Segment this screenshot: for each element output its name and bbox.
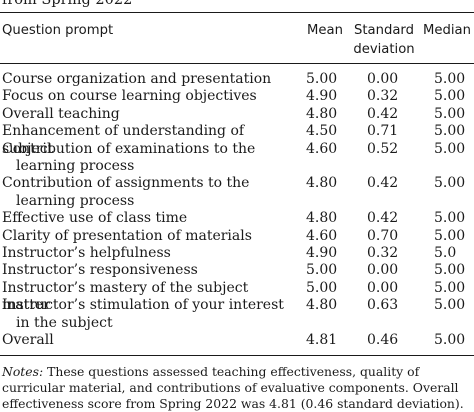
question-prompt-cell: Instructor’s mastery of the subject matt…: [2, 280, 298, 315]
question-prompt-cell: Clarity of presentation of materials: [2, 228, 298, 245]
question-prompt-text: Contribution of examinations to the: [2, 140, 256, 157]
question-prompt-text: Overall teaching: [2, 105, 120, 122]
median-cell: 5.00: [434, 297, 466, 314]
header-median: Median: [423, 23, 471, 38]
mean-cell: 4.60: [306, 227, 338, 244]
question-prompt-text: Overall: [2, 331, 54, 348]
standard-deviation-cell: 0.52: [367, 140, 399, 157]
median-cell: 5.00: [434, 175, 466, 192]
header-rule: [0, 63, 474, 64]
question-prompt-cell: Enhancement of understanding of subject: [2, 123, 298, 158]
median-cell: 5.0: [434, 244, 457, 261]
mean-cell: 4.60: [306, 140, 338, 157]
question-prompt-cell: Effective use of class time: [2, 210, 298, 227]
mean-cell: 4.50: [306, 123, 338, 140]
mean-cell: 4.80: [306, 297, 338, 314]
mean-cell: 4.81: [306, 331, 338, 348]
median-cell: 5.00: [434, 210, 466, 227]
header-question-prompt: Question prompt: [2, 23, 114, 38]
question-prompt-cell: Overall: [2, 332, 298, 349]
table-row: Effective use of class time 4.80 0.42 5.00: [0, 210, 474, 227]
standard-deviation-cell: 0.71: [367, 123, 399, 140]
question-prompt-continuation: in the subject: [16, 314, 113, 331]
table-row: Overall teaching 4.80 0.42 5.00: [0, 106, 474, 123]
question-prompt-cell: Contribution of examinations to the learn…: [2, 141, 298, 176]
bottom-rule: [0, 355, 474, 357]
notes-text: These questions assessed teaching effect…: [2, 364, 464, 411]
mean-cell: 5.00: [306, 262, 338, 279]
standard-deviation-cell: 0.42: [367, 105, 399, 122]
mean-cell: 4.90: [306, 88, 338, 105]
notes-label: Notes:: [2, 364, 44, 379]
question-prompt-cell: Instructor’s helpfulness: [2, 245, 298, 262]
standard-deviation-cell: 0.42: [367, 210, 399, 227]
median-cell: 5.00: [434, 279, 466, 296]
table-row: Overall 4.81 0.46 5.00: [0, 332, 474, 349]
standard-deviation-cell: 0.32: [367, 88, 399, 105]
question-prompt-text: Clarity of presentation of materials: [2, 227, 252, 244]
standard-deviation-cell: 0.70: [367, 227, 399, 244]
question-prompt-text: Course organization and presentation: [2, 71, 272, 87]
table-row: Instructor’s stimulation of your interes…: [0, 297, 474, 332]
table-notes: Notes: These questions assessed teaching…: [2, 364, 472, 412]
table-body: Course organization and presentation 5.00…: [0, 71, 474, 349]
question-prompt-continuation: learning process: [16, 192, 135, 209]
median-cell: 5.00: [434, 227, 466, 244]
mean-cell: 4.80: [306, 175, 338, 192]
standard-deviation-cell: 0.00: [367, 71, 399, 87]
question-prompt-text: Contribution of assignments to the: [2, 175, 250, 192]
standard-deviation-cell: 0.00: [367, 262, 399, 279]
standard-deviation-cell: 0.42: [367, 175, 399, 192]
mean-cell: 5.00: [306, 71, 338, 87]
question-prompt-continuation: learning process: [16, 157, 135, 174]
mean-cell: 4.80: [306, 105, 338, 122]
question-prompt-text: Enhancement of understanding of subject: [2, 123, 245, 157]
median-cell: 5.00: [434, 88, 466, 105]
question-prompt-cell: Course organization and presentation: [2, 71, 298, 88]
question-prompt-text: Instructor’s mastery of the subject matt…: [2, 279, 249, 314]
header-mean: Mean: [307, 23, 343, 38]
table-row: Enhancement of understanding of subject 4…: [0, 123, 474, 156]
table-row: Contribution of assignments to the learni…: [0, 175, 474, 210]
question-prompt-cell: Overall teaching: [2, 106, 298, 123]
table-caption-tail: from Spring 2022: [2, 0, 133, 8]
question-prompt-text: Instructor’s responsiveness: [2, 262, 198, 279]
question-prompt-text: Instructor’s helpfulness: [2, 244, 171, 261]
median-cell: 5.00: [434, 140, 466, 157]
question-prompt-cell: Contribution of assignments to the learni…: [2, 175, 298, 210]
header-standard-deviation: Standard deviation: [353, 23, 415, 57]
mean-cell: 4.90: [306, 244, 338, 261]
standard-deviation-cell: 0.00: [367, 279, 399, 296]
question-prompt-text: Effective use of class time: [2, 210, 188, 227]
median-cell: 5.00: [434, 331, 466, 348]
table-row: Contribution of examinations to the learn…: [0, 141, 474, 176]
question-prompt-cell: Instructor’s responsiveness: [2, 262, 298, 279]
top-rule: [0, 12, 474, 14]
mean-cell: 4.80: [306, 210, 338, 227]
standard-deviation-cell: 0.46: [367, 331, 399, 348]
table-row: Instructor’s mastery of the subject matt…: [0, 279, 474, 313]
median-cell: 5.00: [434, 71, 466, 87]
question-prompt-cell: Focus on course learning objectives: [2, 88, 298, 105]
question-prompt-text: Focus on course learning objectives: [2, 88, 257, 105]
table-row: Focus on course learning objectives 4.90 0…: [0, 88, 474, 105]
question-prompt-cell: Instructor’s stimulation of your interes…: [2, 297, 298, 332]
mean-cell: 5.00: [306, 279, 338, 296]
table-row: Clarity of presentation of materials 4.60…: [0, 228, 474, 245]
table-row: Instructor’s responsiveness 5.00 0.00 5.00: [0, 262, 474, 279]
median-cell: 5.00: [434, 262, 466, 279]
table-row: Course organization and presentation 5.00…: [0, 71, 474, 88]
question-prompt-text: Instructor’s stimulation of your interes…: [2, 297, 284, 314]
median-cell: 5.00: [434, 123, 466, 140]
standard-deviation-cell: 0.63: [367, 297, 399, 314]
median-cell: 5.00: [434, 105, 466, 122]
table-row: Instructor’s helpfulness 4.90 0.32 5.0: [0, 245, 474, 262]
standard-deviation-cell: 0.32: [367, 244, 399, 261]
